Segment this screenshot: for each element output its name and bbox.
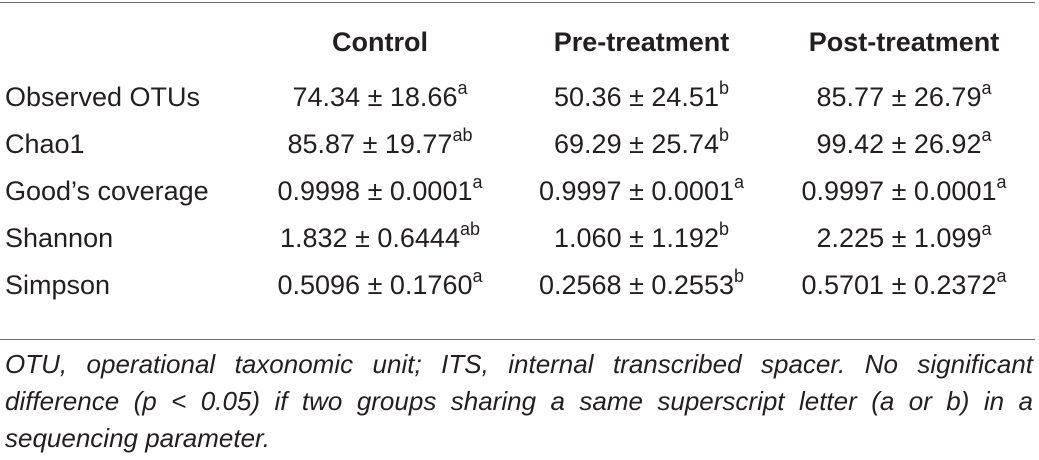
table-row: Shannon 1.832 ± 0.6444ab 1.060 ± 1.192b … xyxy=(0,215,1035,262)
cell-value: 1.832 ± 0.6444ab xyxy=(279,219,480,253)
header-blank xyxy=(0,18,250,74)
row-label: Simpson xyxy=(5,270,111,300)
table-row: Observed OTUs 74.34 ± 18.66a 50.36 ± 24.… xyxy=(0,74,1035,121)
header-row: Control Pre-treatment Post-treatment xyxy=(0,18,1035,74)
cell-value: 50.36 ± 24.51b xyxy=(554,78,729,112)
cell-value: 0.5701 ± 0.2372a xyxy=(801,266,1007,300)
row-label: Shannon xyxy=(5,223,114,253)
table-row: Simpson 0.5096 ± 0.1760a 0.2568 ± 0.2553… xyxy=(0,262,1035,309)
header-control: Control xyxy=(332,26,428,57)
cell-value: 69.29 ± 25.74b xyxy=(554,125,729,159)
cell-value: 0.9998 ± 0.0001a xyxy=(277,172,483,206)
cell-value: 1.060 ± 1.192b xyxy=(554,219,729,253)
cell-value: 0.2568 ± 0.2553b xyxy=(538,266,744,300)
header-pre-treatment: Pre-treatment xyxy=(553,26,730,57)
table-footnote: OTU, operational taxonomic unit; ITS, in… xyxy=(5,349,1033,453)
cell-value: 85.87 ± 19.77ab xyxy=(287,125,473,159)
cell-value: 74.34 ± 18.66a xyxy=(292,78,468,112)
row-label: Chao1 xyxy=(5,129,85,159)
table-row: Good’s coverage 0.9998 ± 0.0001a 0.9997 … xyxy=(0,168,1035,215)
cell-value: 2.225 ± 1.099a xyxy=(816,219,992,253)
cell-value: 0.9997 ± 0.0001a xyxy=(801,172,1007,206)
header-post-treatment: Post-treatment xyxy=(808,26,1000,57)
table-row: Chao1 85.87 ± 19.77ab 69.29 ± 25.74b 99.… xyxy=(0,121,1035,168)
row-label: Observed OTUs xyxy=(5,82,201,112)
bottom-rule xyxy=(0,339,1035,340)
diversity-table: Control Pre-treatment Post-treatment Obs… xyxy=(0,18,1035,309)
top-rule xyxy=(0,2,1035,3)
row-label: Good’s coverage xyxy=(5,176,209,206)
cell-value: 0.9997 ± 0.0001a xyxy=(538,172,744,206)
cell-value: 85.77 ± 26.79a xyxy=(816,78,992,112)
cell-value: 0.5096 ± 0.1760a xyxy=(277,266,483,300)
cell-value: 99.42 ± 26.92a xyxy=(816,125,992,159)
